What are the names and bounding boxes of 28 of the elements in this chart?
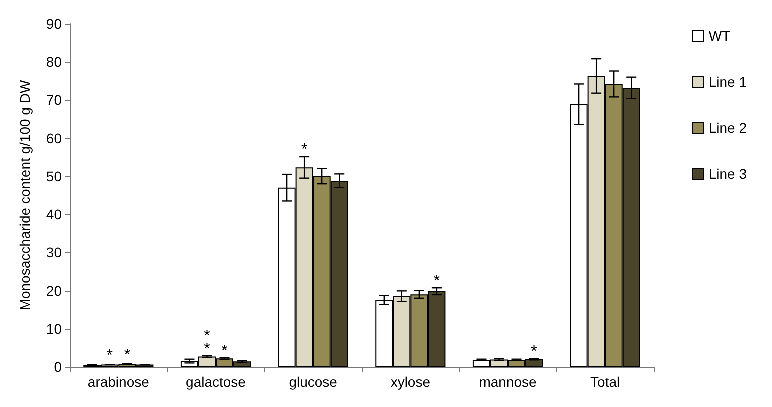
x-tick-label: Total bbox=[590, 374, 620, 390]
x-tick-label: arabinose bbox=[88, 374, 150, 390]
x-tick-label: mannose bbox=[479, 374, 538, 390]
y-tick-label: 50 bbox=[46, 168, 62, 184]
y-tick-label: 30 bbox=[46, 244, 62, 261]
data-label: * bbox=[106, 348, 114, 365]
data-label: * bbox=[301, 141, 308, 158]
legend-label: Line 2 bbox=[708, 120, 748, 136]
data-label: * bbox=[222, 342, 228, 360]
y-tick-label: 80 bbox=[46, 54, 62, 70]
x-tick-label: galactose bbox=[186, 374, 246, 390]
data-label: * bbox=[434, 272, 440, 290]
y-tick-label: 90 bbox=[46, 16, 62, 32]
y-tick-label: 70 bbox=[46, 92, 62, 108]
data-label: * bbox=[124, 346, 131, 364]
legend-label: Line 3 bbox=[708, 166, 748, 182]
legend-label: WT bbox=[708, 28, 732, 44]
y-axis-title: Monosaccharide content g/100 g DW bbox=[17, 80, 33, 311]
y-tick-label: 0 bbox=[54, 359, 62, 375]
x-tick-label: glucose bbox=[289, 374, 338, 390]
x-tick-label: xylose bbox=[390, 374, 431, 390]
legend-label: Line 1 bbox=[708, 74, 748, 90]
y-tick-label: 40 bbox=[46, 206, 62, 223]
data-label: * * bbox=[204, 328, 210, 358]
y-tick-label: 20 bbox=[46, 282, 62, 299]
y-tick-label: 60 bbox=[46, 130, 62, 146]
data-label: * bbox=[531, 344, 538, 361]
y-tick-label: 10 bbox=[46, 320, 62, 337]
